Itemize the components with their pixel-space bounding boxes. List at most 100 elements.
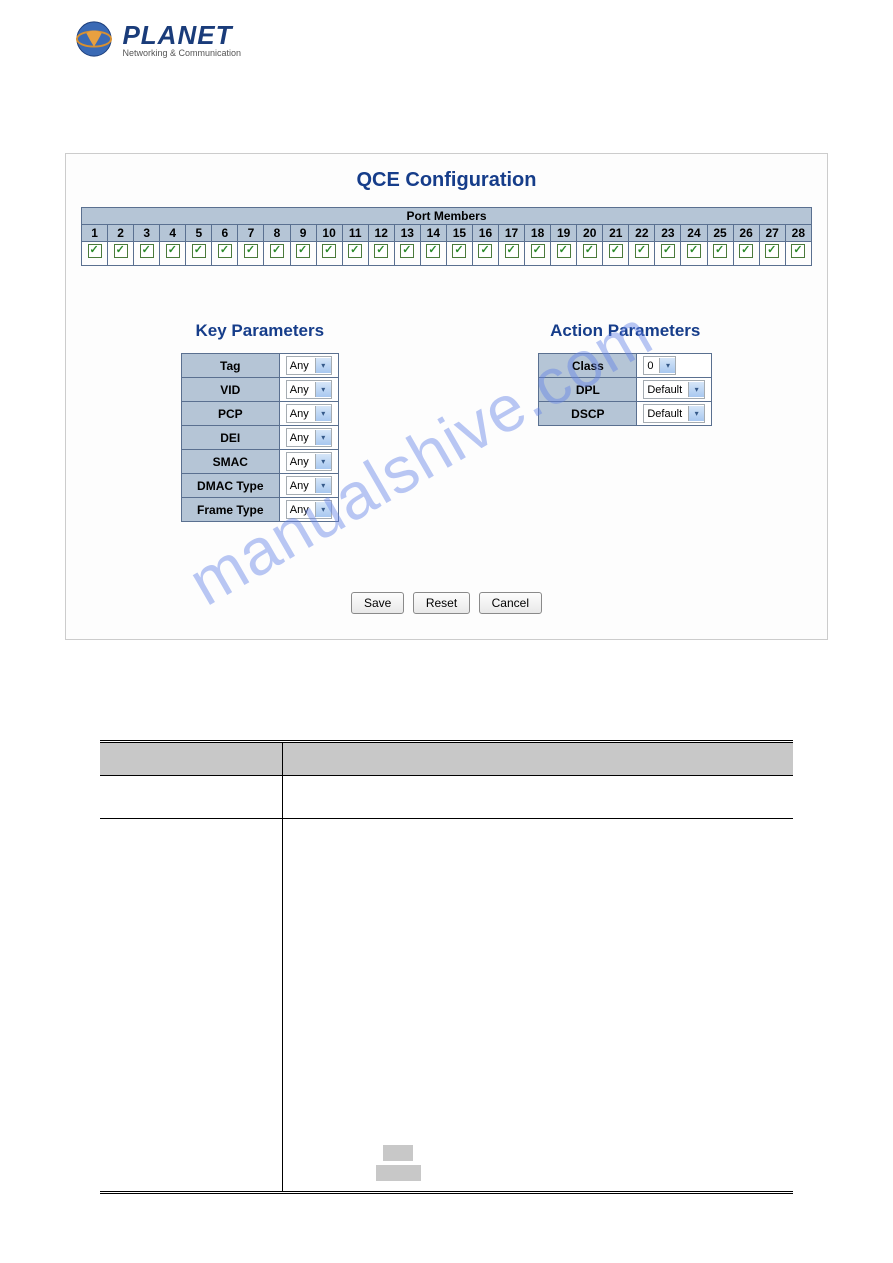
- port-num-27: 27: [759, 225, 785, 242]
- desc-header-row: [100, 742, 793, 776]
- logo: PLANET Networking & Communication: [75, 20, 241, 58]
- port-checkbox-20[interactable]: [577, 242, 603, 266]
- param-select[interactable]: Any▾: [286, 476, 332, 495]
- port-checkbox-6[interactable]: [212, 242, 238, 266]
- param-label: Tag: [181, 354, 279, 378]
- desc-cell-2-left: [100, 819, 283, 1193]
- port-checkbox-4[interactable]: [160, 242, 186, 266]
- port-num-9: 9: [290, 225, 316, 242]
- port-numbers-row: 1234567891011121314151617181920212223242…: [82, 225, 812, 242]
- port-checkbox-8[interactable]: [264, 242, 290, 266]
- port-checkbox-1[interactable]: [82, 242, 108, 266]
- param-label: Frame Type: [181, 498, 279, 522]
- port-num-19: 19: [551, 225, 577, 242]
- port-checkbox-28[interactable]: [785, 242, 811, 266]
- port-checkbox-9[interactable]: [290, 242, 316, 266]
- select-text: Default: [647, 408, 688, 420]
- param-select[interactable]: Any▾: [286, 428, 332, 447]
- description-table-wrap: [100, 740, 793, 1194]
- desc-row-2: [100, 819, 793, 1193]
- param-label: VID: [181, 378, 279, 402]
- port-checkbox-27[interactable]: [759, 242, 785, 266]
- port-checkbox-10[interactable]: [316, 242, 342, 266]
- key-params-title: Key Parameters: [181, 321, 339, 341]
- port-checkbox-5[interactable]: [186, 242, 212, 266]
- param-label: DEI: [181, 426, 279, 450]
- checkbox-checked-icon: [244, 244, 258, 258]
- action-params-table: Class0▾DPLDefault▾DSCPDefault▾: [538, 353, 712, 426]
- select-text: Any: [290, 360, 315, 372]
- desc-cell-2-right: [283, 819, 794, 1193]
- port-num-24: 24: [681, 225, 707, 242]
- port-num-26: 26: [733, 225, 759, 242]
- checkbox-checked-icon: [531, 244, 545, 258]
- checkbox-checked-icon: [426, 244, 440, 258]
- save-button[interactable]: Save: [351, 592, 404, 614]
- select-text: Any: [290, 432, 315, 444]
- port-checkbox-13[interactable]: [394, 242, 420, 266]
- port-num-17: 17: [499, 225, 525, 242]
- cancel-button[interactable]: Cancel: [479, 592, 542, 614]
- port-checkbox-3[interactable]: [134, 242, 160, 266]
- port-checkbox-21[interactable]: [603, 242, 629, 266]
- port-num-20: 20: [577, 225, 603, 242]
- chevron-down-icon: ▾: [315, 406, 331, 421]
- port-checkbox-16[interactable]: [472, 242, 498, 266]
- checkbox-checked-icon: [687, 244, 701, 258]
- param-select[interactable]: Default▾: [643, 380, 705, 399]
- port-checkbox-2[interactable]: [108, 242, 134, 266]
- checkbox-checked-icon: [478, 244, 492, 258]
- port-checkbox-18[interactable]: [525, 242, 551, 266]
- port-num-8: 8: [264, 225, 290, 242]
- checkbox-checked-icon: [661, 244, 675, 258]
- param-select[interactable]: Any▾: [286, 452, 332, 471]
- desc-row-1: [100, 776, 793, 819]
- param-select[interactable]: Any▾: [286, 500, 332, 519]
- action-params-col: Action Parameters Class0▾DPLDefault▾DSCP…: [538, 321, 712, 522]
- param-select[interactable]: 0▾: [643, 356, 676, 375]
- port-checkbox-25[interactable]: [707, 242, 733, 266]
- param-row: PCPAny▾: [181, 402, 338, 426]
- panel-title: QCE Configuration: [81, 169, 812, 192]
- param-select[interactable]: Any▾: [286, 380, 332, 399]
- port-num-15: 15: [446, 225, 472, 242]
- param-row: VID Any▾: [181, 378, 338, 402]
- param-value-cell: Any▾: [279, 378, 338, 402]
- port-checkbox-14[interactable]: [420, 242, 446, 266]
- checkbox-checked-icon: [583, 244, 597, 258]
- port-checkbox-22[interactable]: [629, 242, 655, 266]
- reset-button[interactable]: Reset: [413, 592, 470, 614]
- port-num-10: 10: [316, 225, 342, 242]
- action-params-title: Action Parameters: [538, 321, 712, 341]
- port-checkbox-24[interactable]: [681, 242, 707, 266]
- port-checkboxes-row: [82, 242, 812, 266]
- param-select[interactable]: Any▾: [286, 404, 332, 423]
- param-row: DMAC TypeAny▾: [181, 474, 338, 498]
- chevron-down-icon: ▾: [315, 382, 331, 397]
- select-text: 0: [647, 360, 659, 372]
- port-checkbox-26[interactable]: [733, 242, 759, 266]
- port-checkbox-15[interactable]: [446, 242, 472, 266]
- port-num-12: 12: [368, 225, 394, 242]
- chevron-down-icon: ▾: [688, 406, 704, 421]
- checkbox-checked-icon: [348, 244, 362, 258]
- port-checkbox-17[interactable]: [499, 242, 525, 266]
- logo-name: PLANET: [122, 20, 241, 51]
- select-text: Any: [290, 408, 315, 420]
- port-num-11: 11: [342, 225, 368, 242]
- port-checkbox-19[interactable]: [551, 242, 577, 266]
- port-num-25: 25: [707, 225, 733, 242]
- checkbox-checked-icon: [88, 244, 102, 258]
- checkbox-checked-icon: [765, 244, 779, 258]
- param-value-cell: Default▾: [637, 402, 712, 426]
- port-checkbox-12[interactable]: [368, 242, 394, 266]
- param-select[interactable]: Any▾: [286, 356, 332, 375]
- param-select[interactable]: Default▾: [643, 404, 705, 423]
- port-checkbox-7[interactable]: [238, 242, 264, 266]
- checkbox-checked-icon: [609, 244, 623, 258]
- select-text: Any: [290, 384, 315, 396]
- chevron-down-icon: ▾: [315, 502, 331, 517]
- port-checkbox-23[interactable]: [655, 242, 681, 266]
- checkbox-checked-icon: [140, 244, 154, 258]
- port-checkbox-11[interactable]: [342, 242, 368, 266]
